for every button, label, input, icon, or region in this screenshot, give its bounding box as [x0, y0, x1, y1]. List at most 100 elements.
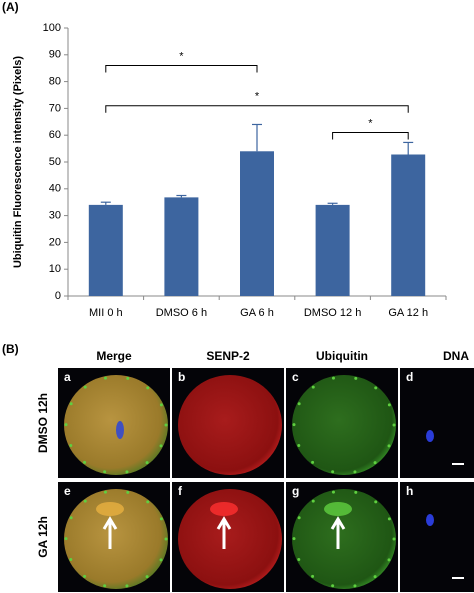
speck: [331, 584, 335, 588]
speck: [159, 444, 163, 448]
arrow: [216, 516, 232, 549]
oocyte: [64, 375, 168, 475]
speck: [373, 575, 377, 579]
speck: [103, 470, 107, 474]
cell-letter: g: [292, 484, 299, 498]
speck: [311, 385, 315, 389]
oocyte: [64, 489, 168, 589]
y-tick-label: 50: [49, 156, 61, 168]
speck: [387, 558, 391, 562]
speck: [159, 517, 163, 521]
speck: [64, 537, 68, 541]
speck: [311, 499, 315, 503]
y-axis-label: Ubiquitin Fluorescence intensity (Pixels…: [12, 56, 24, 268]
speck: [331, 490, 335, 494]
signal: [210, 502, 238, 516]
bar: [315, 204, 350, 296]
speck: [69, 402, 73, 406]
speck: [387, 403, 391, 407]
column-header: Ubiquitin: [316, 349, 368, 363]
significance-star: *: [368, 117, 373, 129]
speck: [103, 490, 107, 494]
speck: [353, 470, 357, 474]
y-tick-label: 100: [43, 22, 61, 34]
oocyte: [292, 375, 396, 475]
speck: [297, 558, 301, 562]
speck: [64, 423, 68, 427]
arrow: [330, 516, 346, 549]
speck: [354, 376, 358, 380]
cell-letter: a: [64, 370, 71, 384]
speck: [103, 376, 107, 380]
signal: [324, 502, 352, 516]
significance-bracket: [332, 132, 409, 140]
y-tick-label: 80: [49, 76, 61, 88]
speck: [331, 376, 335, 380]
bar: [88, 204, 123, 296]
speck: [387, 444, 391, 448]
speck: [164, 537, 168, 541]
speck: [353, 584, 357, 588]
speck: [297, 444, 301, 448]
speck: [126, 376, 130, 380]
oocyte: [178, 375, 282, 475]
speck: [297, 516, 301, 520]
significance-star: *: [179, 50, 184, 62]
speck: [311, 574, 315, 578]
speck: [331, 470, 335, 474]
arrow: [102, 516, 118, 549]
y-tick-label: 90: [49, 49, 61, 61]
speck: [69, 558, 73, 562]
speck: [164, 423, 168, 427]
y-tick-label: 0: [55, 290, 61, 302]
speck: [292, 423, 296, 427]
speck: [373, 461, 377, 465]
cell-letter: h: [406, 484, 413, 498]
speck: [125, 470, 129, 474]
x-tick-label: MII 0 h: [89, 307, 123, 319]
cell-letter: c: [292, 370, 299, 384]
bar: [240, 151, 274, 296]
speck: [292, 537, 296, 541]
speck: [145, 575, 149, 579]
micrograph: [400, 482, 474, 592]
row-header: GA 12h: [36, 516, 50, 558]
x-tick-label: DMSO 12 h: [304, 307, 361, 319]
speck: [392, 537, 396, 541]
oocyte: [292, 489, 396, 589]
oocyte: [178, 489, 282, 589]
micrograph: [400, 368, 474, 478]
x-tick-label: GA 12 h: [388, 307, 428, 319]
speck: [374, 386, 378, 390]
cell-letter: f: [178, 484, 183, 498]
row-header: DMSO 12h: [36, 393, 50, 453]
speck: [83, 385, 87, 389]
significance-bracket: [105, 105, 409, 113]
speck: [83, 574, 87, 578]
column-header: DNA: [443, 349, 469, 363]
speck: [83, 460, 87, 464]
dna-spot: [426, 430, 434, 442]
signal: [96, 502, 124, 516]
y-tick-label: 70: [49, 102, 61, 114]
speck: [146, 500, 150, 504]
x-tick-label: DMSO 6 h: [156, 307, 207, 319]
bar: [391, 154, 426, 296]
speck: [392, 423, 396, 427]
y-tick-label: 30: [49, 210, 61, 222]
speck: [387, 517, 391, 521]
speck: [297, 402, 301, 406]
cell-letter: e: [64, 484, 71, 498]
speck: [145, 461, 149, 465]
panel-label: (A): [2, 0, 19, 14]
speck: [374, 500, 378, 504]
speck: [146, 386, 150, 390]
speck: [354, 490, 358, 494]
cell-letter: b: [178, 370, 185, 384]
cell-letter: d: [406, 370, 413, 384]
dna-spot: [116, 421, 124, 439]
significance-bracket: [105, 65, 258, 73]
y-tick-label: 60: [49, 129, 61, 141]
speck: [125, 584, 129, 588]
